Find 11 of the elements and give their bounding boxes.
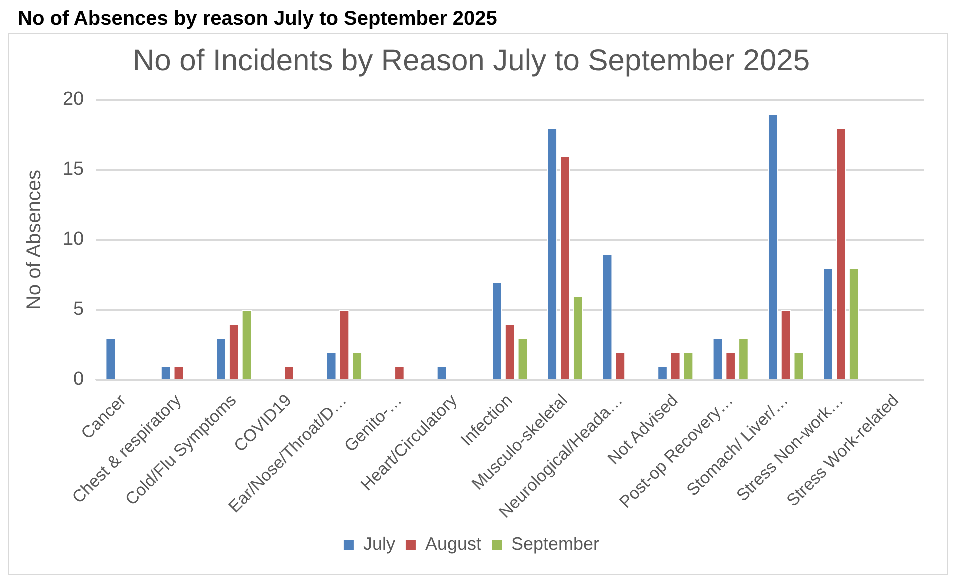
legend-label: September [512,534,600,554]
legend-label: July [363,534,396,554]
y-tick-label: 15 [62,159,84,180]
legend-label: August [425,534,482,554]
y-tick-label: 10 [62,229,84,250]
y-tick-label: 20 [62,89,84,110]
y-tick-label: 0 [74,369,84,390]
y-tick-label: 5 [74,299,84,320]
text: No of Absences by reason July to September 2025 [17,8,498,31]
chart-title: No of Incidents by Reason July to September 2025 [132,44,810,78]
y-axis-title: No of Absences [24,170,46,310]
